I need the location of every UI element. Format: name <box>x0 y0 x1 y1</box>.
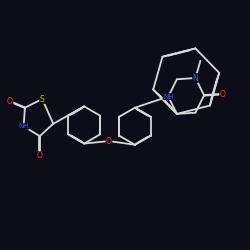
Text: S: S <box>40 94 44 104</box>
Text: N: N <box>192 74 198 82</box>
Text: O: O <box>106 136 112 145</box>
Text: O: O <box>7 97 13 106</box>
Text: O: O <box>37 152 43 160</box>
Text: NH: NH <box>18 123 29 129</box>
Text: NH: NH <box>163 94 173 100</box>
Text: O: O <box>220 90 226 98</box>
